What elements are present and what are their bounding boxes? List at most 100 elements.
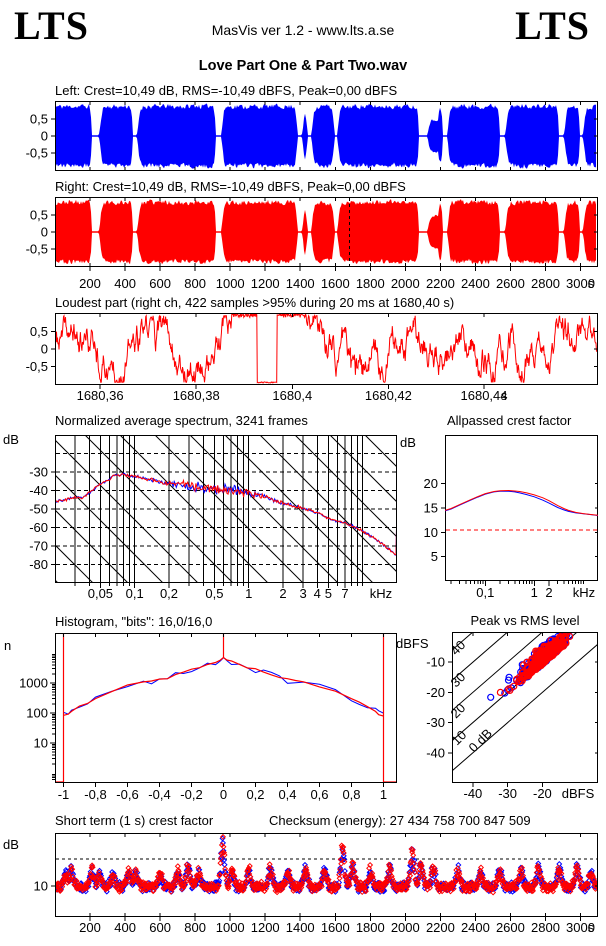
histogram-ylabel: n (4, 638, 12, 653)
tick-label: 0,5 (30, 208, 48, 223)
tick-label: -50 (29, 502, 48, 517)
plot-series (56, 103, 596, 169)
tick-label: 15 (424, 501, 438, 516)
tick-label: 1800 (356, 920, 385, 935)
tick-label: 10 (34, 736, 48, 751)
tick-label: 5 (325, 586, 332, 601)
tick-label: 7 (341, 586, 348, 601)
tick-label: -20 (426, 685, 445, 700)
tick-label: -0,8 (84, 787, 106, 802)
tick-label: -60 (29, 520, 48, 535)
tick-label: 2800 (531, 276, 560, 291)
tick-label: 2000 (391, 920, 420, 935)
logo-right: LTS (515, 3, 590, 48)
tick-label: 40 (448, 637, 469, 658)
tick-label: 1 (245, 586, 252, 601)
tick-label: 0 dB (466, 726, 496, 756)
tick-label: 0,2 (246, 787, 264, 802)
tick-label: dBFS (562, 786, 595, 801)
tick-label: 200 (79, 276, 101, 291)
tick-label: 2600 (496, 276, 525, 291)
tick-label: 0,05 (88, 586, 113, 601)
tick-label: -40 (464, 786, 483, 801)
tick-label: 0,5 (30, 324, 48, 339)
plot-series (55, 473, 397, 556)
tick-label: 30 (448, 669, 469, 690)
tick-label: 4 (314, 586, 321, 601)
left-channel-crest-points (55, 835, 598, 895)
tick-label: 0,2 (160, 586, 178, 601)
left-waveform-title: Left: Crest=10,49 dB, RMS=-10,49 dBFS, P… (55, 83, 398, 98)
tick-label: 1000 (216, 276, 245, 291)
tick-label: 0,8 (342, 787, 360, 802)
tick-label: -0,5 (26, 359, 48, 374)
tick-label: -30 (426, 715, 445, 730)
right-channel-crest-points (55, 833, 598, 896)
plot-frame (55, 633, 397, 783)
checksum-label: Checksum (energy): 27 434 758 700 847 50… (269, 813, 531, 828)
tick-label: -40 (426, 745, 445, 760)
tick-label: 2800 (531, 920, 560, 935)
tick-label: 1680,4 (272, 388, 312, 403)
plot-frame (445, 435, 598, 581)
logo-left: LTS (14, 3, 89, 48)
tick-label: -0,5 (26, 242, 48, 257)
plot-series (56, 634, 396, 783)
tick-label: 0,6 (310, 787, 328, 802)
tick-label: 5 (431, 549, 438, 564)
tick-label: -30 (29, 465, 48, 480)
plot-series (56, 199, 596, 265)
short-term-ylabel: dB (3, 837, 19, 852)
tick-label: 1200 (251, 920, 280, 935)
plot-series (56, 634, 396, 783)
plot-frame (452, 632, 598, 783)
tick-label: -80 (29, 557, 48, 572)
tick-label: 0 (41, 225, 48, 240)
tick-label: 3 (299, 586, 306, 601)
tick-label: 2600 (496, 920, 525, 935)
tick-label: 2 (279, 586, 286, 601)
tick-label: -0,2 (180, 787, 202, 802)
tick-label: 0,1 (476, 585, 494, 600)
tick-label: -1 (58, 787, 70, 802)
tick-label: 20 (424, 476, 438, 491)
tick-label: kHz (573, 585, 595, 600)
tick-label: kHz (370, 586, 392, 601)
tick-label: s (588, 276, 595, 291)
tick-label: 0 (41, 129, 48, 144)
tick-label: 0 (41, 342, 48, 357)
tick-label: 0,4 (278, 787, 296, 802)
tick-label: 1680,36 (77, 388, 124, 403)
page-title: Love Part One & Part Two.wav (198, 58, 408, 74)
tick-label: 1800 (356, 276, 385, 291)
tick-label: 1680,42 (365, 388, 412, 403)
tick-label: 10 (424, 525, 438, 540)
tick-label: 1400 (286, 276, 315, 291)
peak-rms-ylabel: dBFS (396, 636, 429, 651)
tick-label: 1400 (286, 920, 315, 935)
tick-label: 1680,44 (461, 388, 508, 403)
tick-label: -40 (29, 483, 48, 498)
tick-label: 1 (380, 787, 387, 802)
tick-label: -30 (498, 786, 517, 801)
allpass-title: Allpassed crest factor (447, 413, 572, 428)
tick-label: -0,5 (26, 146, 48, 161)
tick-label: 2200 (426, 920, 455, 935)
tick-label: 2400 (461, 920, 490, 935)
tick-label: 2400 (461, 276, 490, 291)
tick-label: 400 (114, 276, 136, 291)
tick-label: 1000 (19, 676, 48, 691)
peak-vs-rms-title: Peak vs RMS level (470, 613, 580, 628)
spectrum-title: Normalized average spectrum, 3241 frames (55, 413, 308, 428)
tick-label: 0,5 (205, 586, 223, 601)
right-waveform-title: Right: Crest=10,49 dB, RMS=-10,49 dBFS, … (55, 179, 406, 194)
tick-label: 600 (149, 276, 171, 291)
tick-label: 1200 (251, 276, 280, 291)
right-channel-points (496, 632, 574, 697)
tick-label: 100 (26, 706, 48, 721)
tick-label: -20 (533, 786, 552, 801)
tick-label: 2000 (391, 276, 420, 291)
tick-label: -70 (29, 539, 48, 554)
tick-label: s (501, 388, 508, 403)
